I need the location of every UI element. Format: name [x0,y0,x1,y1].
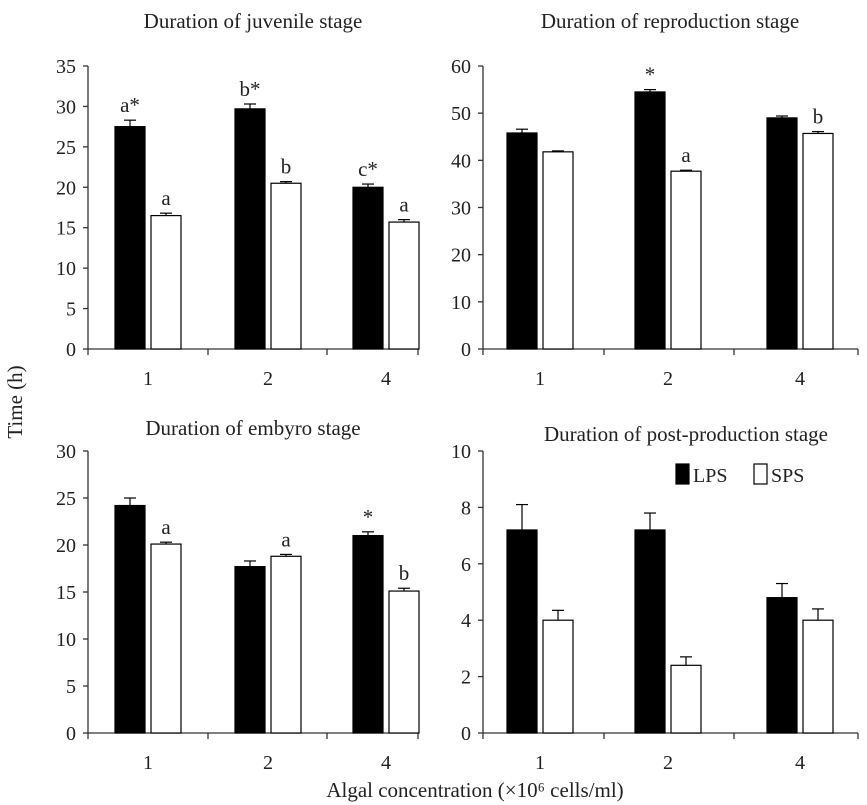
bar-lps [506,132,538,350]
significance-label: b [281,155,292,179]
significance-label: a* [120,93,140,117]
y-tick-label: 20 [56,177,76,199]
bar-lps [634,529,666,734]
y-tick-label: 50 [451,103,471,125]
y-tick-label: 35 [56,56,76,78]
bar-sps [150,543,182,734]
bar-sps [802,619,834,734]
bar-sps [802,132,834,350]
bar-lps [634,91,666,350]
panels: Duration of juvenile stage05101520253035… [56,9,859,774]
bar-sps [670,664,702,734]
y-tick-label: 4 [461,610,471,632]
bar-lps [234,108,266,350]
legend: LPS SPS [675,463,804,487]
bar-sps [270,182,302,350]
y-tick-label: 0 [66,339,76,361]
x-tick-label: 1 [143,368,153,390]
y-tick-label: 30 [56,441,76,463]
significance-label: a [161,515,171,539]
bar-sps [270,555,302,734]
bar-lps [506,529,538,734]
significance-label: * [363,505,374,529]
chart-panel-1: Duration of juvenile stage 0 5 10 15 20 25 30 35… [56,9,420,390]
x-tick-label: 4 [795,752,805,774]
bar-lps [114,126,146,350]
y-tick-label: 60 [451,56,471,78]
chart-panel-2: Duration of reproduction stage 0 10 20 30 40 5… [451,9,859,390]
y-tick-label: 40 [451,150,471,172]
legend-label-lps: LPS [693,465,727,487]
significance-label: b [399,561,410,585]
chart-panel-3: Duration of embyro stage 0 5 10 15 20 25 30 1 2 4 *… [56,416,420,774]
bar-sps [150,214,182,350]
y-tick-label: 30 [451,198,471,220]
legend-label-sps: SPS [771,465,804,487]
y-tick-label: 5 [66,299,76,321]
y-tick-label: 15 [56,582,76,604]
y-tick-label: 25 [56,488,76,510]
y-axis-label: Time (h) [3,365,27,438]
x-axis-label: Algal concentration (×10⁶ cells/ml) [326,778,623,802]
chart-panel-4: Duration of post-production stage 0 2 4 6 8 10… [451,422,859,774]
significance-label: * [645,63,656,87]
significance-label: a [161,186,171,210]
bar-sps [388,221,420,350]
x-tick-label: 4 [795,368,805,390]
y-tick-label: 0 [461,723,471,745]
y-tick-label: 20 [56,535,76,557]
y-tick-label: 5 [66,676,76,698]
significance-label: a [281,527,291,551]
bar-lps [352,534,384,734]
bar-lps [352,186,384,350]
y-tick-label: 10 [56,629,76,651]
significance-label: a [681,143,691,167]
chart-title: Duration of reproduction stage [541,9,799,33]
significance-label: b [813,105,824,129]
bar-lps [114,504,146,734]
y-tick-label: 15 [56,218,76,240]
x-tick-label: 1 [535,368,545,390]
y-tick-label: 10 [451,441,471,463]
significance-label: a [399,193,409,217]
bar-sps [388,590,420,734]
bar-lps [234,566,266,734]
x-tick-label: 2 [263,752,273,774]
bar-sps [670,170,702,350]
y-tick-label: 8 [461,497,471,519]
bar-lps [766,597,798,734]
y-tick-label: 20 [451,245,471,267]
bar-sps [542,151,574,350]
chart-title: Duration of post-production stage [544,422,828,446]
x-tick-label: 1 [535,752,545,774]
chart-title: Duration of juvenile stage [144,9,363,33]
x-tick-label: 4 [381,752,391,774]
significance-label: b* [240,77,261,101]
y-tick-label: 0 [66,723,76,745]
y-tick-label: 6 [461,554,471,576]
x-tick-label: 2 [663,752,673,774]
y-tick-label: 10 [451,292,471,314]
x-tick-label: 4 [381,368,391,390]
x-tick-label: 2 [663,368,673,390]
x-tick-label: 1 [143,752,153,774]
y-tick-label: 0 [461,339,471,361]
y-tick-label: 10 [56,258,76,280]
bar-sps [542,619,574,734]
y-tick-label: 2 [461,667,471,689]
chart-title: Duration of embyro stage [145,416,360,440]
x-tick-label: 2 [263,368,273,390]
significance-label: c* [358,157,378,181]
legend-swatch-sps [753,463,768,485]
legend-swatch-lps [675,463,690,485]
y-tick-label: 25 [56,137,76,159]
bar-lps [766,117,798,350]
y-tick-label: 30 [56,96,76,118]
